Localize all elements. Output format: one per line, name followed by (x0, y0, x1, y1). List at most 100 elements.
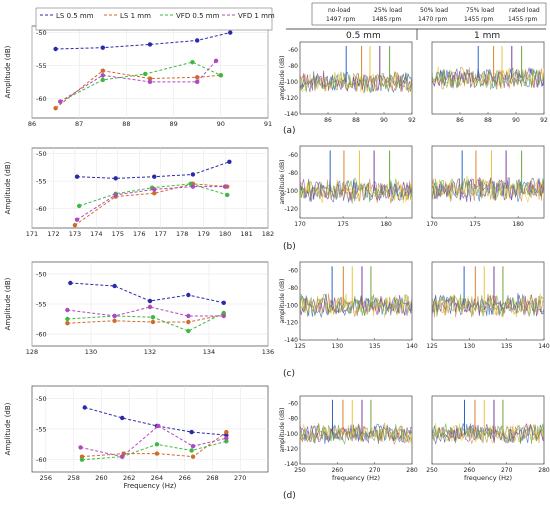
x-tick-label: 182 (262, 230, 274, 238)
data-point (100, 73, 106, 78)
data-point (190, 172, 196, 177)
x-tick-label: 130 (464, 343, 476, 350)
y-tick-label: -60 (36, 331, 47, 339)
legend: LS 0.5 mm LS 1 mm VFD 0.5 mm VFD 1 mm (35, 7, 275, 31)
x-tick-label: 170 (426, 221, 438, 228)
data-point (190, 444, 196, 449)
y-tick-label: -60 (288, 47, 298, 54)
x-axis-label: Frequency (Hz) (124, 482, 177, 490)
x-tick-label: 130 (332, 343, 344, 350)
data-point (147, 304, 153, 310)
y-tick-label: -120 (284, 206, 298, 213)
line-chart-d: 256 258 260 262 264 266 268 270 -50 -55 -60 Amplitu… (4, 385, 269, 490)
data-point (78, 445, 83, 450)
spectrum-trace (300, 423, 412, 445)
x-tick-label: 258 (67, 474, 79, 482)
y-tick-label: -60 (288, 268, 298, 275)
spectrum-b-1mm: 170 175 180 (426, 145, 545, 228)
data-point (186, 313, 191, 319)
plot-frame (31, 25, 269, 119)
spectrum-traces (432, 399, 544, 445)
y-tick-label: -100 (284, 302, 298, 309)
x-tick-label: 86 (324, 117, 332, 124)
series-line (76, 186, 226, 221)
x-tick-label: 125 (426, 343, 438, 350)
data-point (150, 319, 156, 325)
column-header-05mm: 0.5 mm (346, 31, 381, 41)
data-point (227, 159, 232, 164)
x-tick-label: 86 (28, 120, 36, 128)
spectrum-trace (432, 293, 544, 318)
data-point (100, 68, 106, 73)
rpm-col-3: 1455 rpm (464, 16, 493, 23)
y-tick-label: -55 (36, 178, 47, 186)
spectrum-traces (300, 46, 412, 94)
spectrum-trace (432, 177, 544, 203)
x-tick-label: 250 (294, 467, 306, 474)
x-tick-label: 175 (112, 230, 124, 238)
y-tick-label: -55 (36, 426, 47, 434)
x-tick-label: 256 (40, 474, 52, 482)
data-point (112, 318, 117, 323)
x-tick-label: 179 (197, 230, 209, 238)
spectrum-c-05mm: 125 130 135 140 -60 -80 -100 -120 -140 amplitude … (279, 261, 418, 350)
data-point (120, 454, 125, 459)
x-tick-label: 140 (406, 343, 418, 350)
spectrum-trace (432, 294, 544, 318)
line-chart-a: 86 87 88 89 90 91 -50 -55 -60 Amplitude (dB) (4, 25, 272, 128)
y-tick-label: -80 (288, 416, 298, 423)
spectrum-traces (432, 150, 544, 204)
data-point (79, 454, 85, 459)
spectrum-trace (300, 293, 412, 317)
y-axis-label: Amplitude (dB) (4, 161, 12, 214)
spectrum-trace (300, 293, 412, 316)
y-tick-label: -60 (288, 401, 298, 408)
x-tick-label: 140 (538, 343, 550, 350)
data-point (112, 313, 117, 319)
x-tick-label: 180 (219, 230, 231, 238)
data-point (152, 174, 157, 179)
data-point (218, 73, 223, 78)
y-axis-label: amplitude (dB) (279, 408, 286, 453)
x-tick-label: 86 (456, 117, 464, 124)
load-col-0: no-load (328, 7, 351, 14)
x-axis-label: frequency (Hz) (464, 474, 512, 482)
x-tick-label: 172 (47, 230, 59, 238)
spectrum-trace (300, 70, 412, 93)
spectrum-traces (300, 266, 412, 319)
column-header-1mm: 1 mm (474, 31, 500, 41)
x-tick-label: 175 (469, 221, 481, 228)
y-tick-label: -60 (36, 456, 47, 464)
x-tick-label: 128 (26, 348, 38, 356)
x-tick-label: 91 (264, 120, 272, 128)
row-label-b: (b) (283, 242, 296, 252)
x-tick-label: 180 (380, 221, 392, 228)
data-point (224, 436, 229, 441)
spectrum-trace (432, 292, 544, 317)
spectrum-d-1mm: 250 260 270 280 frequency (Hz) (426, 395, 550, 482)
y-tick-label: -80 (288, 170, 298, 177)
y-tick-label: -120 (284, 320, 298, 327)
x-tick-label: 176 (133, 230, 145, 238)
x-tick-label: 88 (352, 117, 360, 124)
load-col-1: 25% load (374, 7, 402, 14)
x-tick-label: 260 (464, 467, 476, 474)
data-point (225, 192, 230, 198)
x-tick-label: 270 (234, 474, 246, 482)
x-tick-label: 92 (408, 117, 416, 124)
y-tick-label: -100 (284, 431, 298, 438)
data-point (221, 300, 226, 305)
data-point (58, 99, 63, 104)
data-point (186, 328, 191, 334)
load-col-4: rated load (509, 7, 540, 14)
load-col-3: 75% load (466, 7, 494, 14)
x-tick-label: 170 (294, 221, 306, 228)
y-tick-label: -50 (36, 271, 47, 279)
load-col-2: 50% load (420, 7, 448, 14)
y-axis-label: Amplitude (dB) (4, 45, 12, 98)
y-tick-label: -120 (284, 95, 298, 102)
x-tick-label: 180 (512, 221, 524, 228)
data-point (213, 58, 219, 64)
